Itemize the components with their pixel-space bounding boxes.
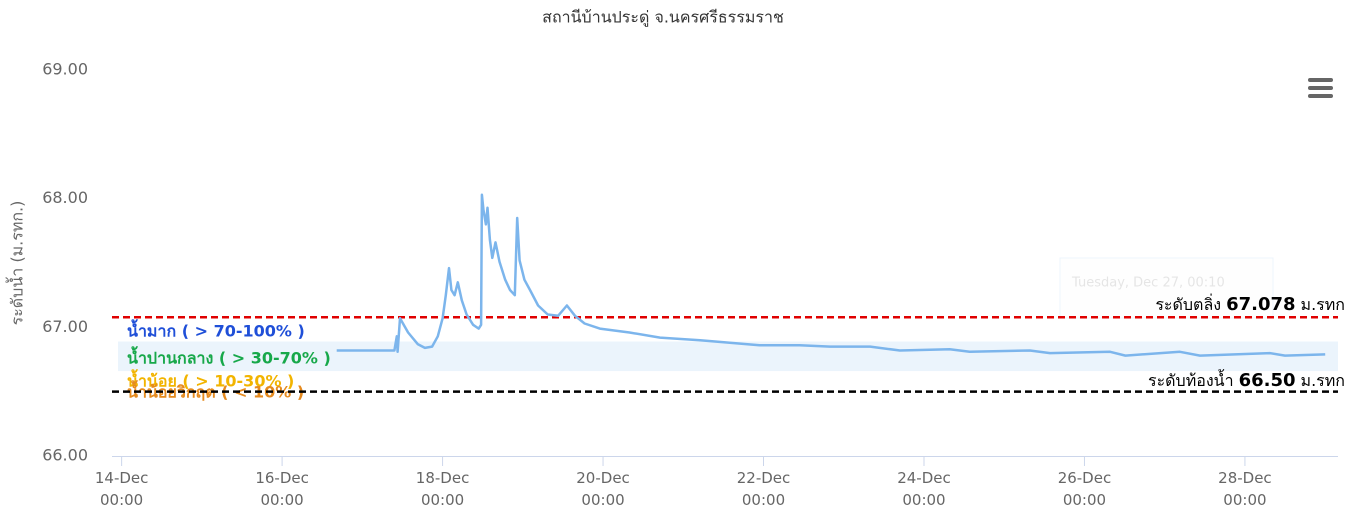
y-tick-label: 69.00 [42,60,88,79]
x-tick-label: 14-Dec 00:00 [95,469,149,509]
tooltip-box [1059,257,1274,319]
zone-label: น้ำน้อย ( > 10-30% ) [127,369,294,391]
y-tick-label: 66.00 [42,446,88,465]
plot-line-label: ระดับตลิ่ง 67.078 ม.รทก [1155,293,1345,316]
menu-bar[interactable] [1308,86,1333,90]
tooltip-title: Tuesday, Dec 27, 00:10 [1071,276,1225,291]
plot-line-label-part: ระดับตลิ่ง [1155,293,1221,314]
plot-line-label-part: 67.078 [1226,294,1295,315]
plot-line-label-part: 66.50 [1239,370,1296,391]
zone-label: น้ำปานกลาง ( > 30-70% ) [127,346,331,368]
x-tick-label: 28-Dec 00:00 [1218,469,1272,509]
menu-bar[interactable] [1308,94,1333,98]
x-tick-label: 20-Dec 00:00 [576,469,630,509]
x-tick-label: 24-Dec 00:00 [897,469,951,509]
y-tick-label: 67.00 [42,317,88,336]
plot-line-label-part: ม.รทก [1301,295,1345,314]
tooltip: Tuesday, Dec 27, 00:10 [1059,257,1274,319]
menu-button[interactable] [1308,78,1333,98]
x-tick-label: 18-Dec 00:00 [416,469,470,509]
series-line [336,193,1326,357]
plot-band [118,341,1338,372]
y-axis-title: ระดับน้ำ (ม.รทก.) [6,201,27,326]
plot-line-label-part: ม.รทก [1301,371,1345,390]
chart-title: สถานีบ้านประดู่ จ.นครศรีธรรมราช [542,8,784,28]
y-tick-label: 68.00 [42,188,88,207]
menu-bar[interactable] [1308,78,1333,82]
x-tick-label: 16-Dec 00:00 [255,469,309,509]
x-tick-label: 26-Dec 00:00 [1058,469,1112,509]
x-tick-label: 22-Dec 00:00 [737,469,791,509]
plot-line-label-part: ระดับท้องน้ำ [1148,369,1234,390]
plot-line-label: ระดับท้องน้ำ 66.50 ม.รทก [1148,369,1345,392]
zone-label: น้ำมาก ( > 70-100% ) [127,319,305,341]
